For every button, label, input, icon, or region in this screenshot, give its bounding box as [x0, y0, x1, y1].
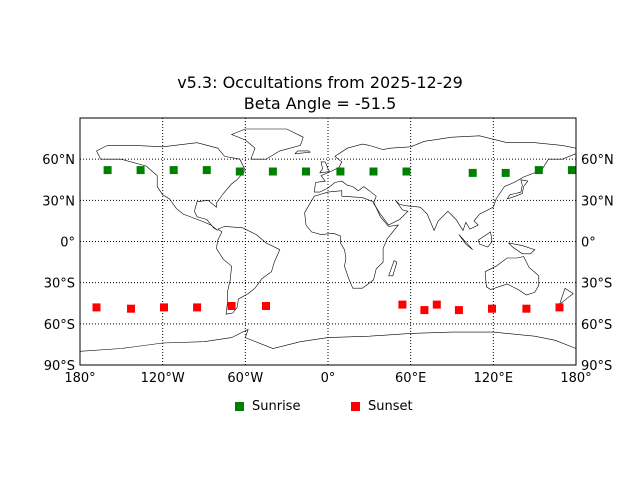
sunset-point	[193, 303, 202, 312]
x-tick-label: 60°E	[395, 371, 426, 386]
legend-marker-sunset	[351, 402, 360, 411]
world-map-background	[79, 128, 577, 352]
sunrise-point	[268, 167, 277, 176]
sunrise-point	[402, 167, 411, 176]
y-tick-label-left: 90°S	[44, 359, 75, 374]
legend-label-sunset: Sunset	[368, 399, 413, 414]
coastline-3	[304, 190, 400, 289]
sunrise-point	[369, 167, 378, 176]
x-tick-label: 0°	[321, 371, 336, 386]
coastline-10	[458, 234, 473, 250]
axis-tick-labels: 180° 120°W 60°W 0° 60°E 120°E 180°90°S 90°S60°S…	[42, 153, 614, 386]
sunset-point	[398, 300, 407, 309]
x-tick-label: 120°W	[141, 371, 185, 386]
y-tick-label-left: 0°	[60, 236, 75, 251]
coastline-7	[319, 161, 330, 174]
coastline-9	[388, 260, 398, 277]
legend-marker-sunrise	[235, 402, 244, 411]
chart-title: v5.3: Occultations from 2025-12-29	[177, 73, 463, 92]
coastline-5	[230, 128, 304, 160]
sunset-point	[160, 303, 168, 312]
coastline-12	[508, 242, 536, 255]
plot-frame	[79, 117, 577, 366]
legend-item-sunset: Sunset	[351, 399, 413, 414]
sunrise-point	[202, 166, 211, 175]
sunset-point	[488, 304, 496, 313]
sunrise-point	[534, 166, 543, 175]
sunrise-point	[468, 168, 477, 177]
coastline-2	[313, 135, 577, 232]
legend-label-sunrise: Sunrise	[252, 399, 301, 414]
y-tick-label-left: 60°N	[42, 153, 75, 168]
grid-lines	[80, 118, 576, 365]
chart-subtitle: Beta Angle = -51.5	[243, 94, 397, 113]
y-tick-label-right: 60°N	[581, 153, 614, 168]
sunrise-point	[136, 166, 145, 175]
coastline-6	[79, 328, 577, 352]
sunset-point	[262, 302, 270, 310]
sunset-point	[92, 303, 101, 312]
sunrise-point	[501, 168, 510, 177]
coastline-1	[216, 226, 281, 315]
y-tick-label-left: 30°S	[44, 277, 75, 292]
chart-title-block: v5.3: Occultations from 2025-12-29 Beta …	[0, 72, 640, 114]
coastline-14	[294, 150, 311, 154]
sunset-point	[432, 300, 441, 309]
sunrise-point	[235, 167, 244, 176]
sunrise-point	[103, 166, 112, 175]
sunset-point	[555, 303, 564, 312]
y-tick-label-left: 60°S	[44, 318, 75, 333]
sunrise-point	[336, 167, 345, 176]
x-tick-label: 60°W	[227, 371, 263, 386]
sunset-point	[127, 304, 135, 313]
sunset-point	[227, 302, 236, 310]
sunrise-point	[567, 166, 576, 175]
coastline-8	[506, 179, 529, 200]
sunset-point	[522, 304, 531, 313]
y-tick-label-right: 60°S	[581, 318, 612, 333]
y-tick-label-right: 30°N	[581, 194, 614, 209]
y-tick-label-left: 30°N	[42, 194, 75, 209]
data-markers	[92, 166, 576, 315]
coastline-4	[484, 256, 540, 296]
chart-legend: Sunrise Sunset	[0, 399, 640, 419]
coastline-13	[558, 287, 574, 306]
sunrise-point	[302, 167, 310, 176]
coastline-11	[477, 231, 493, 248]
y-tick-label-right: 30°S	[581, 277, 612, 292]
sunrise-point	[169, 166, 178, 175]
x-tick-label: 180°	[64, 371, 95, 386]
x-tick-label: 180°	[560, 371, 591, 386]
x-tick-label: 120°E	[474, 371, 514, 386]
legend-item-sunrise: Sunrise	[235, 399, 300, 414]
coastline-0	[96, 142, 246, 231]
y-tick-label-right: 90°S	[581, 359, 612, 374]
sunset-point	[454, 306, 463, 315]
sunset-point	[420, 306, 429, 315]
y-tick-label-right: 0°	[581, 236, 596, 251]
